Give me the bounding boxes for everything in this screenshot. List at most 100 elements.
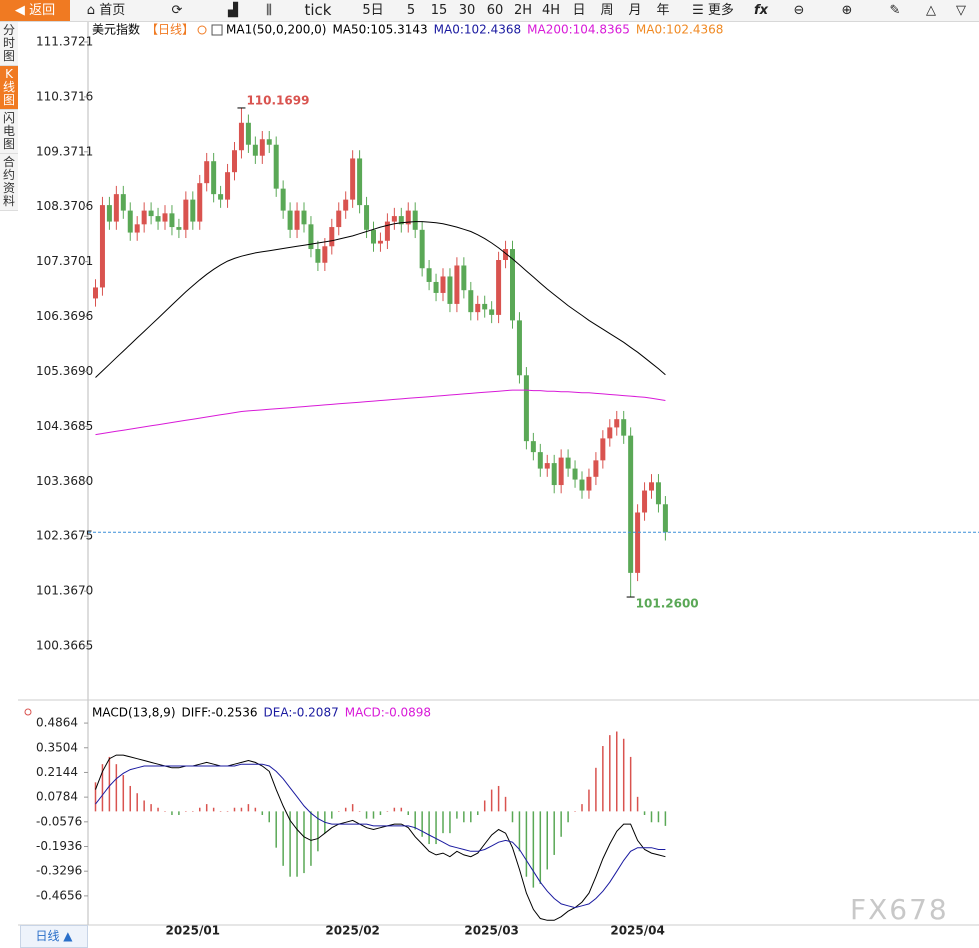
candle-body (162, 213, 168, 222)
y-tick-label: -0.3296 (36, 864, 82, 878)
macd-bar (532, 811, 535, 888)
zoom-in[interactable]: ⊕ (841, 3, 853, 18)
macd-bar (609, 735, 611, 812)
candle-body (190, 199, 196, 222)
candle-icon[interactable]: ⫼ (266, 3, 272, 18)
period-button[interactable]: 4H (541, 3, 561, 18)
y-tick-label: 102.3675 (36, 529, 93, 543)
period-button[interactable]: 5 (406, 3, 416, 18)
candle-body (294, 210, 300, 230)
up-icon[interactable]: △ (926, 3, 936, 18)
period-button[interactable]: 60 (486, 3, 504, 18)
period-button[interactable]: tick (304, 1, 332, 19)
candle-body (412, 210, 418, 230)
bar-icon[interactable]: ▟ (228, 3, 238, 18)
candle-body (454, 265, 460, 304)
candle-body (322, 246, 328, 263)
macd-bar (490, 789, 493, 812)
toolbar: ◀ 返回 ⌂ 首页 ⟳ ▟ ⫼ ☰ 更多 fx ⊖ ⊕ ✎ △ ▽ tick 5日… (0, 0, 979, 22)
candle-body (280, 188, 286, 211)
macd-bar (275, 811, 277, 848)
candle-body (482, 303, 488, 310)
candle-body (468, 290, 474, 313)
period-button[interactable]: 5日 (362, 3, 384, 18)
period-button[interactable]: 15 (430, 3, 448, 18)
candle-body (225, 172, 231, 200)
macd-bar (296, 811, 298, 877)
period-button[interactable]: 周 (600, 3, 614, 18)
candle-body (649, 482, 654, 491)
y-tick-label: 108.3706 (36, 199, 93, 213)
macd-bar (393, 807, 396, 812)
macd-bar (129, 785, 131, 812)
sidebar-tab[interactable]: K线图 (0, 66, 18, 110)
candle-body (586, 476, 592, 491)
period-button[interactable]: 2H (513, 3, 533, 18)
candle-body (245, 122, 251, 145)
sidebar-tab[interactable]: 闪电图 (0, 110, 18, 154)
candle-body (99, 205, 105, 288)
sidebar-tab[interactable]: 分时图 (0, 22, 18, 66)
period-button[interactable]: 30 (458, 3, 476, 18)
macd-bar (379, 811, 382, 815)
macd-bar (386, 811, 389, 812)
more-button[interactable]: ☰ 更多 (692, 3, 734, 18)
macd-bar (192, 811, 194, 812)
y-tick-label: -0.4656 (36, 888, 82, 902)
macd-bar (247, 804, 250, 812)
refresh-icon[interactable]: ⟳ (171, 3, 183, 18)
down-icon[interactable]: ▽ (956, 3, 966, 18)
chart-subtitle: 【日线】 (146, 23, 194, 37)
sidebar-tab[interactable]: 合约资料 (0, 154, 18, 211)
y-tick-label: 104.3685 (36, 419, 93, 433)
macd-bar (282, 811, 284, 866)
candle-body (259, 139, 265, 156)
period-button[interactable]: 日 (572, 3, 586, 18)
macd-bar (122, 775, 125, 812)
candle-body (551, 463, 557, 486)
period-button[interactable]: 年 (656, 3, 670, 18)
candle-body (148, 210, 154, 217)
candle-body (176, 227, 182, 230)
pen-icon[interactable]: ✎ (889, 3, 901, 18)
y-tick-label: -0.1936 (36, 839, 82, 853)
candle-body (329, 227, 335, 247)
fx-icon[interactable]: fx (753, 3, 769, 18)
candle-body (364, 205, 370, 230)
y-tick-label: 0.4864 (36, 716, 78, 730)
macd-bar (616, 731, 618, 812)
candle-body (419, 229, 425, 269)
macd-bar (240, 807, 243, 812)
legend-entry: DEA:-0.2087 (264, 706, 339, 720)
macd-bar (588, 789, 590, 812)
y-tick-label: 101.3670 (36, 584, 93, 598)
macd-bar (622, 738, 625, 812)
period-button[interactable]: 月 (628, 3, 642, 18)
macd-bar (199, 807, 201, 812)
macd-line (95, 754, 666, 921)
settings-icon[interactable] (24, 708, 32, 716)
macd-bar (157, 807, 159, 812)
macd-bar (414, 811, 416, 830)
y-tick-label: 0.3504 (36, 740, 78, 754)
macd-bar (602, 746, 604, 812)
candle-body (516, 320, 522, 376)
home-button[interactable]: ⌂ 首页 (86, 3, 126, 18)
candle-body (530, 441, 536, 453)
macd-bar (178, 811, 180, 815)
macd-bar (171, 811, 173, 815)
macd-bar (358, 811, 361, 812)
macd-bar (372, 811, 375, 819)
y-tick-label: 106.3696 (36, 309, 93, 323)
candle-body (593, 460, 599, 477)
candle-body (134, 224, 140, 233)
period-tab[interactable]: 日线 ▲ (20, 925, 88, 948)
candle-body (461, 265, 467, 291)
macd-bar (456, 811, 458, 819)
candle-body (141, 210, 147, 225)
macd-bar (407, 811, 409, 815)
zoom-out[interactable]: ⊖ (793, 3, 805, 18)
back-button[interactable]: ◀ 返回 (0, 0, 70, 21)
watermark: FX678 (850, 893, 949, 926)
x-tick-label: 2025/04 (610, 924, 664, 938)
